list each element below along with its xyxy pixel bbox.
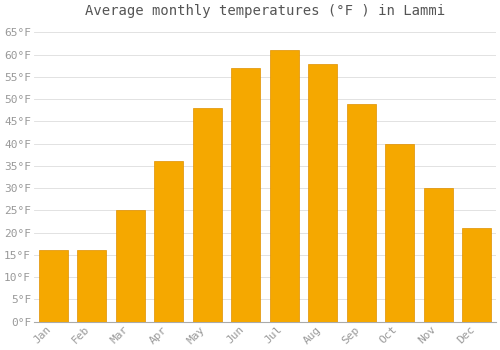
Bar bbox=[192, 108, 222, 322]
Bar bbox=[116, 210, 144, 322]
Bar bbox=[462, 228, 491, 322]
Bar bbox=[308, 64, 337, 322]
Bar bbox=[346, 104, 376, 322]
Title: Average monthly temperatures (°F ) in Lammi: Average monthly temperatures (°F ) in La… bbox=[85, 4, 445, 18]
Bar bbox=[270, 50, 298, 322]
Bar bbox=[385, 144, 414, 322]
Bar bbox=[231, 68, 260, 322]
Bar bbox=[77, 251, 106, 322]
Bar bbox=[39, 251, 68, 322]
Bar bbox=[154, 161, 183, 322]
Bar bbox=[424, 188, 452, 322]
